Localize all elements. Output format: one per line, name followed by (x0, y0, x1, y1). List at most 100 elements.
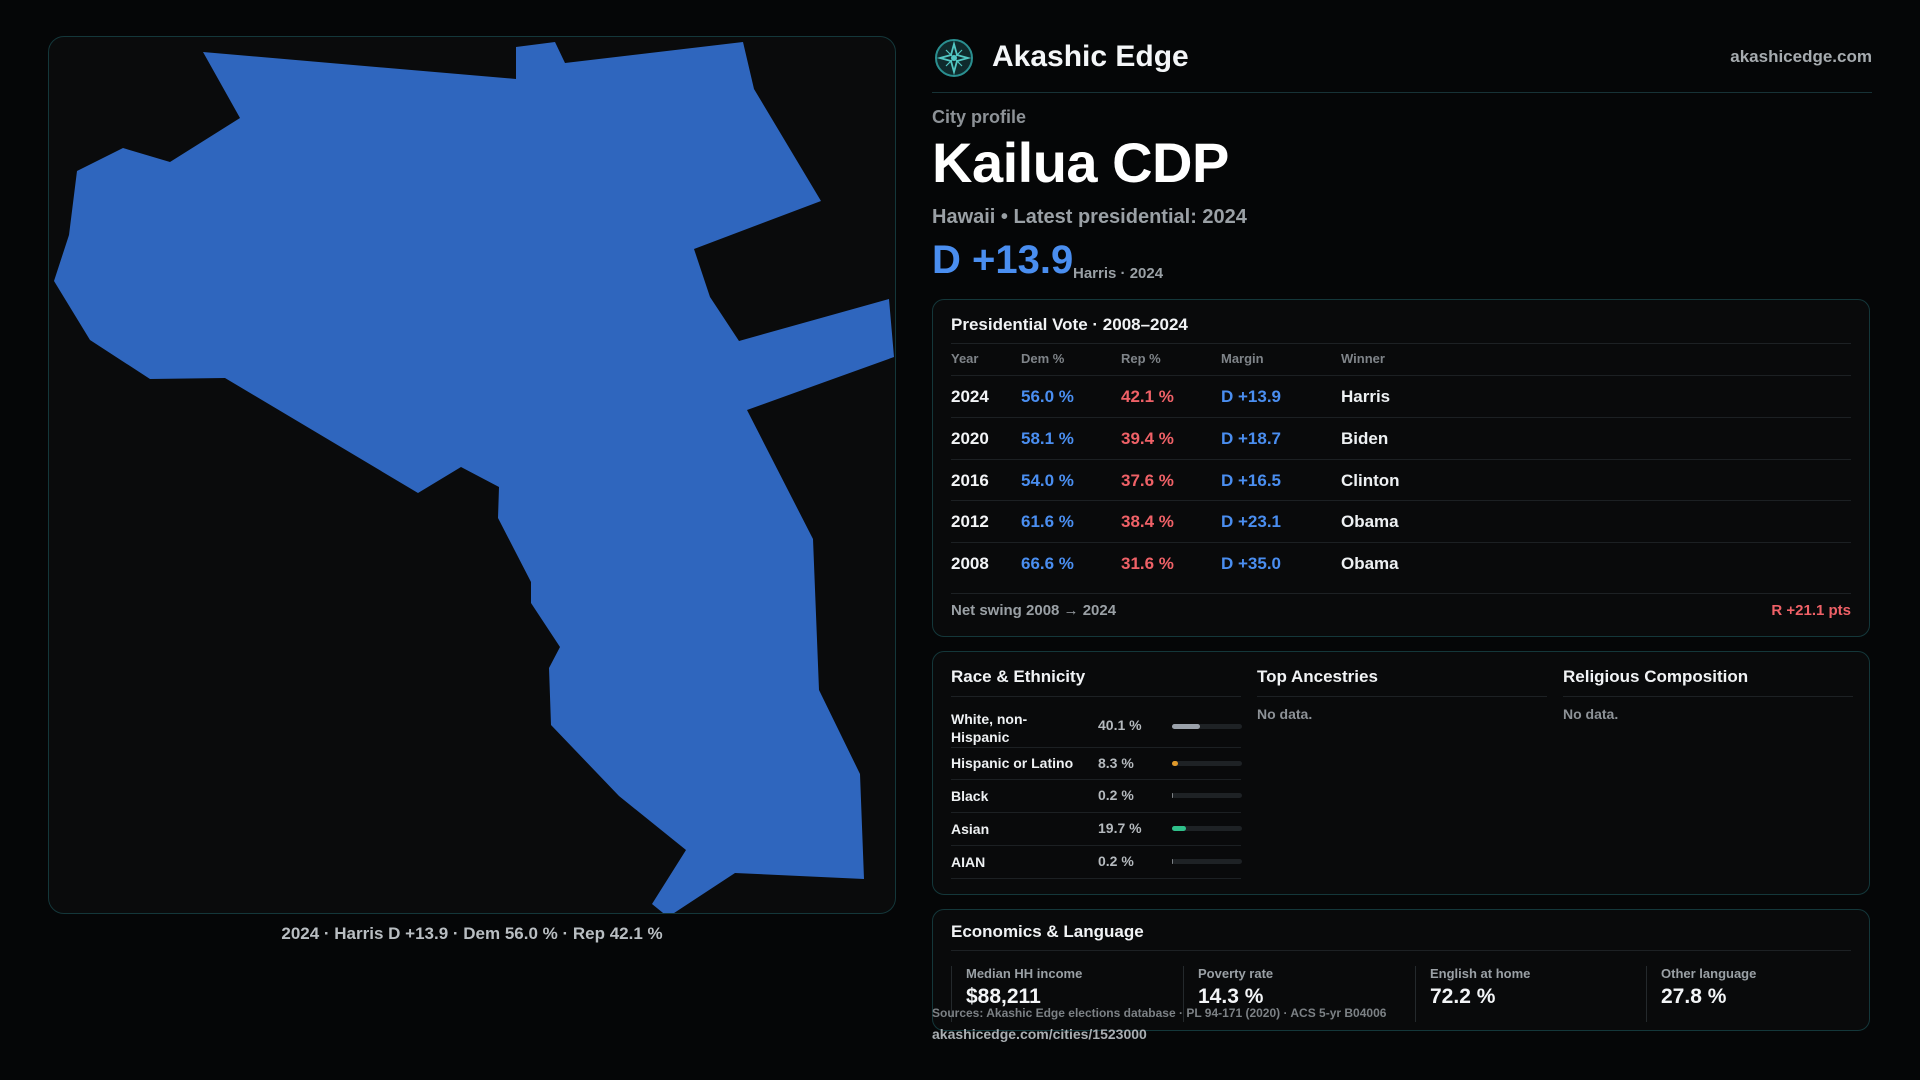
cell-dem: 61.6 % (1021, 512, 1074, 531)
brand-name: Akashic Edge (992, 40, 1189, 73)
table-row: 2016 54.0 % 37.6 % D +16.5 Clinton (951, 459, 1851, 502)
net-swing-label: Net swing 2008 → 2024 (951, 602, 1117, 619)
race-bar-fill (1172, 724, 1201, 729)
stat-value: 14.3 % (1198, 985, 1264, 1008)
race-percent: 19.7 % (1098, 820, 1142, 836)
race-name: White, non-Hispanic (951, 711, 1028, 745)
race-name: Black (951, 788, 989, 804)
brand-header: Akashic Edge akashicedge.com (932, 36, 1872, 93)
cell-rep: 31.6 % (1121, 554, 1174, 573)
race-ethnicity-section: Race & Ethnicity White, non-Hispanic 40.… (951, 667, 1242, 879)
race-bar-track (1172, 761, 1242, 766)
cell-margin: D +18.7 (1221, 429, 1282, 448)
race-percent: 8.3 % (1098, 755, 1134, 771)
cell-year: 2020 (951, 429, 989, 448)
table-row: 2020 58.1 % 39.4 % D +18.7 Biden (951, 417, 1851, 460)
page-title: Kailua CDP (932, 131, 1229, 194)
religion-section: Religious Composition No data. (1563, 667, 1853, 722)
ancestries-title: Top Ancestries (1257, 667, 1547, 697)
race-row: Black 0.2 % (951, 780, 1242, 813)
economics-card: Economics & Language Median HH income $8… (932, 909, 1870, 1031)
stat-label: Poverty rate (1198, 966, 1274, 981)
race-row: Asian 19.7 % (951, 813, 1242, 846)
cell-dem: 66.6 % (1021, 554, 1074, 573)
race-name: Hispanic or Latino (951, 755, 1074, 771)
ancestries-section: Top Ancestries No data. (1257, 667, 1547, 722)
table-row: 2012 61.6 % 38.4 % D +23.1 Obama (951, 500, 1851, 543)
cell-winner: Biden (1341, 429, 1389, 448)
header-rep: Rep % (1121, 351, 1161, 366)
vote-card-title: Presidential Vote · 2008–2024 (951, 315, 1188, 334)
divider (951, 950, 1851, 951)
latest-margin-note: Harris · 2024 (1073, 265, 1164, 282)
religion-empty: No data. (1563, 706, 1619, 722)
cell-rep: 42.1 % (1121, 387, 1174, 406)
stat-value: 72.2 % (1430, 985, 1496, 1008)
cell-winner: Clinton (1341, 471, 1400, 490)
cell-margin: D +13.9 (1221, 387, 1282, 406)
race-bar-track (1172, 859, 1242, 864)
table-row: 2008 66.6 % 31.6 % D +35.0 Obama (951, 542, 1851, 585)
race-percent: 0.2 % (1098, 787, 1134, 803)
header-year: Year (951, 351, 979, 366)
stat-value: $88,211 (966, 985, 1041, 1008)
stat-label: English at home (1430, 966, 1531, 981)
stat-label: Median HH income (966, 966, 1083, 981)
cell-year: 2012 (951, 512, 989, 531)
presidential-vote-card: Presidential Vote · 2008–2024 Year Dem %… (932, 299, 1870, 637)
divider (951, 593, 1851, 594)
cell-margin: D +35.0 (1221, 554, 1282, 573)
net-swing-value: R +21.1 pts (1771, 602, 1851, 619)
religion-title: Religious Composition (1563, 667, 1853, 697)
race-name: AIAN (951, 854, 986, 870)
map-caption: 2024 · Harris D +13.9 · Dem 56.0 % · Rep… (281, 924, 663, 943)
stat-value: 27.8 % (1661, 985, 1727, 1008)
cell-winner: Obama (1341, 512, 1399, 531)
cell-dem: 56.0 % (1021, 387, 1074, 406)
cell-margin: D +23.1 (1221, 512, 1282, 531)
cell-margin: D +16.5 (1221, 471, 1282, 490)
race-bar-track (1172, 826, 1242, 831)
cell-dem: 54.0 % (1021, 471, 1074, 490)
cell-rep: 39.4 % (1121, 429, 1174, 448)
cell-rep: 38.4 % (1121, 512, 1174, 531)
stat-poverty-rate: Poverty rate 14.3 % (1183, 966, 1273, 1022)
stat-english-at-home: English at home 72.2 % (1415, 966, 1530, 1022)
race-percent: 40.1 % (1098, 717, 1142, 733)
race-row: Hispanic or Latino 8.3 % (951, 748, 1242, 780)
map-panel[interactable] (48, 36, 896, 914)
race-section-title: Race & Ethnicity (951, 667, 1241, 697)
economics-title: Economics & Language (951, 922, 1144, 941)
divider (951, 343, 1851, 344)
race-row: White, non-Hispanic 40.1 % (951, 705, 1242, 748)
race-row: AIAN 0.2 % (951, 846, 1242, 879)
city-boundary-map[interactable] (49, 37, 896, 914)
race-bar-track (1172, 793, 1242, 798)
cell-year: 2016 (951, 471, 989, 490)
race-name: Asian (951, 821, 990, 837)
cell-winner: Obama (1341, 554, 1399, 573)
stat-label: Other language (1661, 966, 1757, 981)
sources-note: Sources: Akashic Edge elections database… (932, 1006, 1387, 1020)
demographics-card: Race & Ethnicity White, non-Hispanic 40.… (932, 651, 1870, 895)
ancestries-empty: No data. (1257, 706, 1313, 722)
header-winner: Winner (1341, 351, 1385, 366)
header-dem: Dem % (1021, 351, 1065, 366)
compass-star-icon (935, 39, 973, 77)
page-url-link[interactable]: akashicedge.com/cities/1523000 (932, 1026, 1147, 1042)
table-row: 2024 56.0 % 42.1 % D +13.9 Harris (951, 375, 1851, 418)
race-bar-track (1172, 724, 1242, 729)
cell-rep: 37.6 % (1121, 471, 1174, 490)
cell-year: 2024 (951, 387, 989, 406)
brand-url-link[interactable]: akashicedge.com (1730, 47, 1872, 66)
city-boundary-shape[interactable] (54, 42, 894, 914)
header-margin: Margin (1221, 351, 1264, 366)
race-bar-fill (1172, 761, 1178, 766)
race-percent: 0.2 % (1098, 853, 1134, 869)
cell-dem: 58.1 % (1021, 429, 1074, 448)
cell-year: 2008 (951, 554, 989, 573)
cell-winner: Harris (1341, 387, 1391, 406)
stat-median-income: Median HH income $88,211 (951, 966, 1082, 1022)
race-bar-fill (1172, 826, 1186, 831)
race-list: White, non-Hispanic 40.1 % Hispanic or L… (951, 705, 1242, 879)
